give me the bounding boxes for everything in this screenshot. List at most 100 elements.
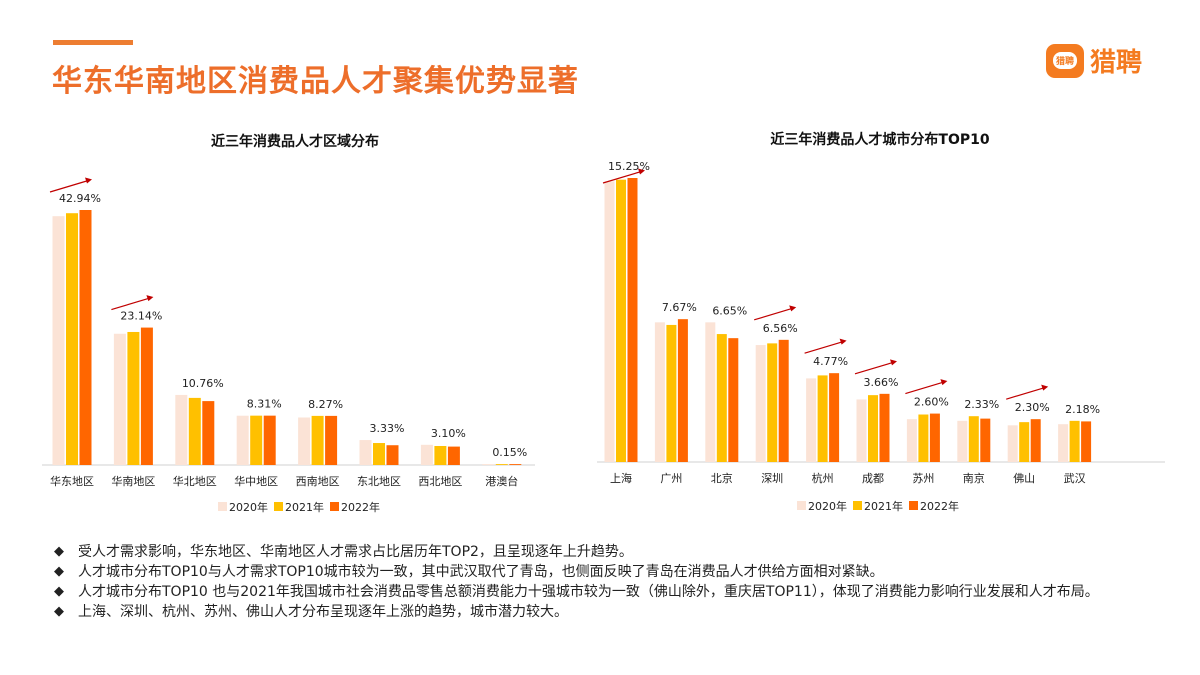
bar-2021年-东北地区 — [373, 443, 385, 465]
category-label: 东北地区 — [357, 475, 401, 488]
trend-arrow-icon — [905, 381, 946, 395]
bar-2022年-华中地区 — [263, 415, 276, 465]
data-label: 23.14% — [120, 310, 162, 323]
legend-swatch — [274, 502, 283, 511]
data-label: 8.31% — [247, 398, 282, 411]
data-label: 3.33% — [370, 422, 405, 435]
legend-label: 2021年 — [864, 499, 903, 513]
bar-2020年-深圳 — [755, 345, 766, 462]
data-label: 0.15% — [492, 446, 527, 459]
category-label: 佛山 — [1013, 472, 1035, 485]
bullet-list: ◆ 受人才需求影响，华东地区、华南地区人才需求占比居历年TOP2，且呈现逐年上升趋… — [52, 542, 1172, 622]
trend-arrowhead-icon — [146, 295, 154, 302]
category-label: 南京 — [963, 471, 985, 485]
category-label: 深圳 — [761, 472, 783, 485]
bar-2021年-成都 — [868, 395, 878, 462]
bar-2022年-南京 — [980, 418, 991, 462]
bar-2021年-华中地区 — [250, 415, 263, 465]
bar-2021年-苏州 — [918, 414, 929, 462]
bar-2020年-武汉 — [1058, 424, 1069, 462]
bar-2021年-广州 — [666, 324, 677, 462]
liepin-logo-icon: 猎聘 — [1046, 43, 1084, 78]
bar-2020年-苏州 — [906, 419, 917, 462]
legend-label: 2021年 — [285, 500, 324, 514]
trend-arrow-icon — [754, 307, 795, 321]
bar-2022年-武汉 — [1081, 421, 1092, 462]
trend-arrow-icon — [1006, 386, 1047, 400]
bar-2021年-华南地区 — [127, 331, 140, 465]
trend-arrow-icon — [602, 170, 644, 184]
data-label: 3.66% — [864, 376, 899, 389]
category-label: 港澳台 — [485, 474, 518, 488]
data-label: 6.65% — [712, 304, 747, 317]
bullet-item: ◆ 人才城市分布TOP10 也与2021年我国城市社会消费品零售总额消费能力十强城… — [54, 584, 1099, 600]
data-label: 2.60% — [914, 396, 949, 409]
trend-arrow-icon — [804, 340, 845, 354]
bar-2022年-苏州 — [929, 413, 940, 462]
category-label: 杭州 — [812, 471, 834, 485]
category-label: 华南地区 — [111, 474, 155, 488]
bar-2022年-港澳台 — [509, 464, 522, 465]
trend-arrowhead-icon — [940, 379, 948, 386]
bar-2021年-佛山 — [1019, 422, 1030, 462]
data-label: 2.18% — [1065, 403, 1100, 416]
legend-swatch — [330, 502, 339, 511]
diamond-bullet-icon: ◆ — [54, 544, 64, 559]
bar-2022年-东北地区 — [386, 445, 399, 465]
bar-2020年-北京 — [705, 322, 716, 462]
category-label: 苏州 — [912, 472, 934, 485]
category-label: 华北地区 — [173, 474, 217, 488]
bar-2020年-华北地区 — [175, 394, 188, 465]
diamond-bullet-icon: ◆ — [54, 604, 64, 619]
bar-2020年-佛山 — [1007, 425, 1018, 462]
trend-arrowhead-icon — [789, 305, 797, 312]
data-label: 7.67% — [662, 301, 697, 314]
trend-arrowhead-icon — [890, 359, 897, 366]
bar-2022年-华南地区 — [140, 327, 153, 465]
data-label: 2.33% — [964, 398, 999, 411]
liepin-logo: 猎聘 猎聘 — [1046, 42, 1142, 79]
category-label: 西南地区 — [296, 475, 340, 488]
bar-2020年-成都 — [856, 399, 867, 462]
logo-text: 猎聘 — [1090, 48, 1143, 78]
bar-2020年-杭州 — [806, 378, 817, 462]
trend-arrowhead-icon — [85, 177, 92, 184]
bar-2021年-华北地区 — [188, 397, 201, 465]
category-label: 华东地区 — [50, 474, 94, 488]
legend-label: 2022年 — [341, 500, 380, 514]
bar-2021年-杭州 — [817, 375, 828, 462]
bar-2022年-西南地区 — [325, 415, 338, 465]
bar-2020年-西南地区 — [298, 417, 311, 465]
region-distribution-chart: 近三年消费品人才区域分布 42.94% 华东地区 23.14% 华南地区 10.76% 华北… — [42, 133, 535, 514]
bar-2020年-港澳台 — [482, 464, 495, 465]
bar-2021年-深圳 — [767, 343, 778, 462]
chart-title: 近三年消费品人才区域分布 — [211, 133, 379, 150]
bar-2021年-北京 — [716, 334, 727, 462]
bar-2022年-华东地区 — [79, 210, 92, 465]
page-title: 华东华南地区消费品人才聚集优势显著 — [52, 64, 579, 99]
category-label: 上海 — [610, 471, 632, 485]
bar-2022年-佛山 — [1030, 419, 1041, 462]
bar-2022年-北京 — [728, 338, 739, 462]
category-label: 西北地区 — [418, 475, 462, 488]
title-accent-bar — [53, 40, 133, 45]
diamond-bullet-icon: ◆ — [54, 584, 64, 599]
bar-2021年-西南地区 — [311, 415, 324, 465]
bar-2020年-华中地区 — [236, 415, 249, 465]
bar-2021年-武汉 — [1069, 420, 1080, 462]
legend-swatch — [218, 502, 227, 511]
category-label: 北京 — [711, 471, 733, 485]
legend-swatch — [909, 501, 918, 510]
bar-2020年-东北地区 — [359, 440, 372, 465]
legend-label: 2022年 — [920, 499, 959, 513]
bullet-item: ◆ 人才城市分布TOP10与人才需求TOP10城市较为一致，其中武汉取代了青岛，也… — [54, 564, 884, 580]
trend-arrow-icon — [111, 297, 152, 311]
bar-2022年-西北地区 — [447, 446, 460, 465]
trend-arrowhead-icon — [638, 168, 645, 175]
trend-arrow-icon — [854, 361, 896, 375]
category-label: 华中地区 — [234, 474, 278, 488]
legend-label: 2020年 — [229, 500, 268, 514]
data-label: 8.27% — [308, 398, 343, 411]
trend-arrow-icon — [49, 179, 91, 193]
city-top10-chart: 近三年消费品人才城市分布TOP1015.25%上海7.67%广州6.65%北京6… — [597, 131, 1165, 513]
